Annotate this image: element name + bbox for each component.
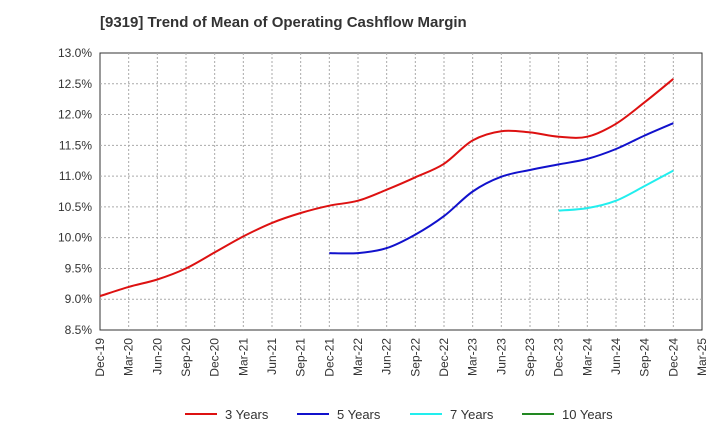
x-tick-label: Mar-24 xyxy=(580,338,594,376)
y-tick-label: 13.0% xyxy=(58,46,92,60)
x-tick-label: Jun-24 xyxy=(609,338,623,375)
series-lines xyxy=(99,78,674,298)
x-tick-label: Jun-22 xyxy=(380,338,394,375)
y-tick-label: 11.5% xyxy=(59,138,92,152)
legend-label-4: 10 Years xyxy=(562,407,613,422)
x-tick-label: Dec-22 xyxy=(437,338,451,377)
x-tick-label: Dec-19 xyxy=(93,338,107,377)
grid-lines xyxy=(100,53,702,330)
y-tick-label: 12.5% xyxy=(58,77,92,91)
x-tick-label: Sep-21 xyxy=(294,338,308,377)
y-tick-label: 11.0% xyxy=(59,169,92,183)
plot-area xyxy=(99,52,703,331)
x-tick-label: Sep-20 xyxy=(179,338,193,377)
x-tick-label: Sep-22 xyxy=(408,338,422,377)
x-tick-label: Dec-20 xyxy=(208,338,222,377)
legend: 3 Years 5 Years 7 Years 10 Years xyxy=(185,407,613,422)
x-tick-label: Sep-24 xyxy=(638,338,652,377)
x-tick-label: Dec-24 xyxy=(666,338,680,377)
legend-label-3: 7 Years xyxy=(450,407,494,422)
y-tick-label: 10.5% xyxy=(58,200,92,214)
x-tick-label: Mar-23 xyxy=(466,338,480,376)
x-tick-label: Jun-20 xyxy=(150,338,164,375)
legend-label-1: 3 Years xyxy=(225,407,269,422)
series-line-1 xyxy=(99,78,674,298)
x-axis: Dec-19 Mar-20 Jun-20 Sep-20 Dec-20 Mar-21 Jun-… xyxy=(93,338,709,377)
x-tick-label: Dec-23 xyxy=(552,338,566,377)
x-tick-label: Jun-23 xyxy=(494,338,508,375)
x-tick-label: Mar-21 xyxy=(236,338,250,376)
y-tick-label: 9.0% xyxy=(65,292,93,306)
y-axis: 8.5% 9.0% 9.5% 10.0% 10.5% 11.0% 11.5% 12.0% 12.… xyxy=(58,46,92,337)
x-tick-label: Dec-21 xyxy=(322,338,336,377)
x-tick-label: Mar-20 xyxy=(122,338,136,376)
x-tick-label: Jun-21 xyxy=(265,338,279,375)
y-tick-label: 12.0% xyxy=(58,108,92,122)
y-tick-label: 10.0% xyxy=(58,231,92,245)
y-tick-label: 8.5% xyxy=(65,323,93,337)
chart-title: [9319] Trend of Mean of Operating Cashfl… xyxy=(100,14,467,31)
x-tick-label: Sep-23 xyxy=(523,338,537,377)
legend-label-2: 5 Years xyxy=(337,407,381,422)
x-tick-label: Mar-25 xyxy=(695,338,709,376)
x-tick-label: Mar-22 xyxy=(351,338,365,376)
series-line-2 xyxy=(329,122,674,255)
y-tick-label: 9.5% xyxy=(65,261,93,275)
series-line-3 xyxy=(558,169,674,212)
